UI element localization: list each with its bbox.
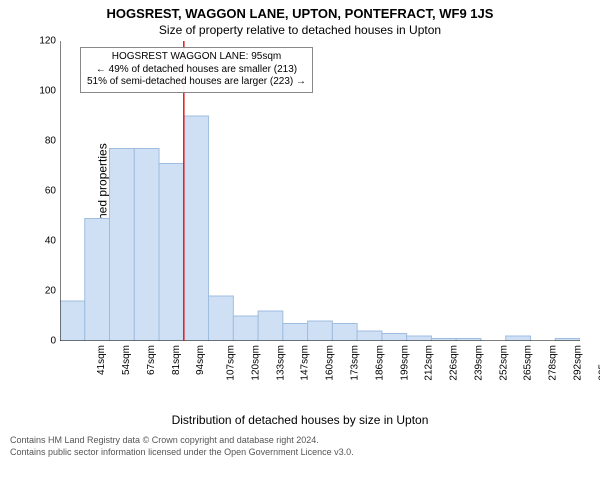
x-tick-label: 226sqm	[449, 345, 460, 381]
y-tick-label: 20	[45, 286, 60, 297]
x-tick-label: 239sqm	[473, 345, 484, 381]
histogram-bar	[233, 316, 258, 341]
y-tick-label: 100	[39, 86, 60, 97]
annotation-line: ← 49% of detached houses are smaller (21…	[87, 64, 306, 77]
y-tick-label: 0	[50, 336, 60, 347]
histogram-bar	[332, 324, 357, 342]
footer-line-1: Contains HM Land Registry data © Crown c…	[10, 435, 590, 447]
x-tick-label: 147sqm	[300, 345, 311, 381]
x-tick-label: 292sqm	[572, 345, 583, 381]
chart-area: Number of detached properties 0204060801…	[60, 41, 574, 411]
footer: Contains HM Land Registry data © Crown c…	[10, 435, 590, 458]
histogram-bar	[308, 321, 333, 341]
x-tick-label: 212sqm	[424, 345, 435, 381]
x-tick-label: 160sqm	[325, 345, 336, 381]
histogram-bar	[85, 219, 110, 342]
x-tick-label: 133sqm	[275, 345, 286, 381]
histogram-bar	[60, 301, 85, 341]
histogram-bar	[110, 149, 135, 342]
histogram-bar	[159, 164, 184, 342]
histogram-bar	[357, 331, 382, 341]
x-tick-label: 173sqm	[350, 345, 361, 381]
histogram-bar	[506, 336, 531, 341]
y-tick-label: 120	[39, 36, 60, 47]
histogram-bar	[134, 149, 159, 342]
histogram-bar	[258, 311, 283, 341]
x-tick-label: 81sqm	[171, 345, 182, 375]
x-tick-label: 41sqm	[96, 345, 107, 375]
x-axis-label: Distribution of detached houses by size …	[10, 413, 590, 427]
plot: 02040608010012041sqm54sqm67sqm81sqm94sqm…	[60, 41, 580, 396]
x-tick-label: 186sqm	[374, 345, 385, 381]
x-tick-label: 67sqm	[146, 345, 157, 375]
annotation-box: HOGSREST WAGGON LANE: 95sqm← 49% of deta…	[80, 47, 313, 93]
histogram-bar	[407, 336, 432, 341]
x-tick-label: 265sqm	[523, 345, 534, 381]
x-tick-label: 107sqm	[226, 345, 237, 381]
chart-title: HOGSREST, WAGGON LANE, UPTON, PONTEFRACT…	[10, 6, 590, 21]
y-tick-label: 60	[45, 186, 60, 197]
y-tick-label: 40	[45, 236, 60, 247]
x-tick-label: 94sqm	[195, 345, 206, 375]
annotation-line: HOGSREST WAGGON LANE: 95sqm	[87, 51, 306, 64]
footer-line-2: Contains public sector information licen…	[10, 447, 590, 459]
histogram-bar	[283, 324, 308, 342]
annotation-line: 51% of semi-detached houses are larger (…	[87, 76, 306, 89]
histogram-bar	[382, 334, 407, 342]
chart-subtitle: Size of property relative to detached ho…	[10, 23, 590, 37]
histogram-bar	[209, 296, 234, 341]
x-tick-label: 120sqm	[251, 345, 262, 381]
histogram-bar	[184, 116, 209, 341]
x-tick-label: 54sqm	[121, 345, 132, 375]
x-tick-label: 252sqm	[498, 345, 509, 381]
x-tick-label: 199sqm	[399, 345, 410, 381]
x-tick-label: 278sqm	[548, 345, 559, 381]
y-tick-label: 80	[45, 136, 60, 147]
